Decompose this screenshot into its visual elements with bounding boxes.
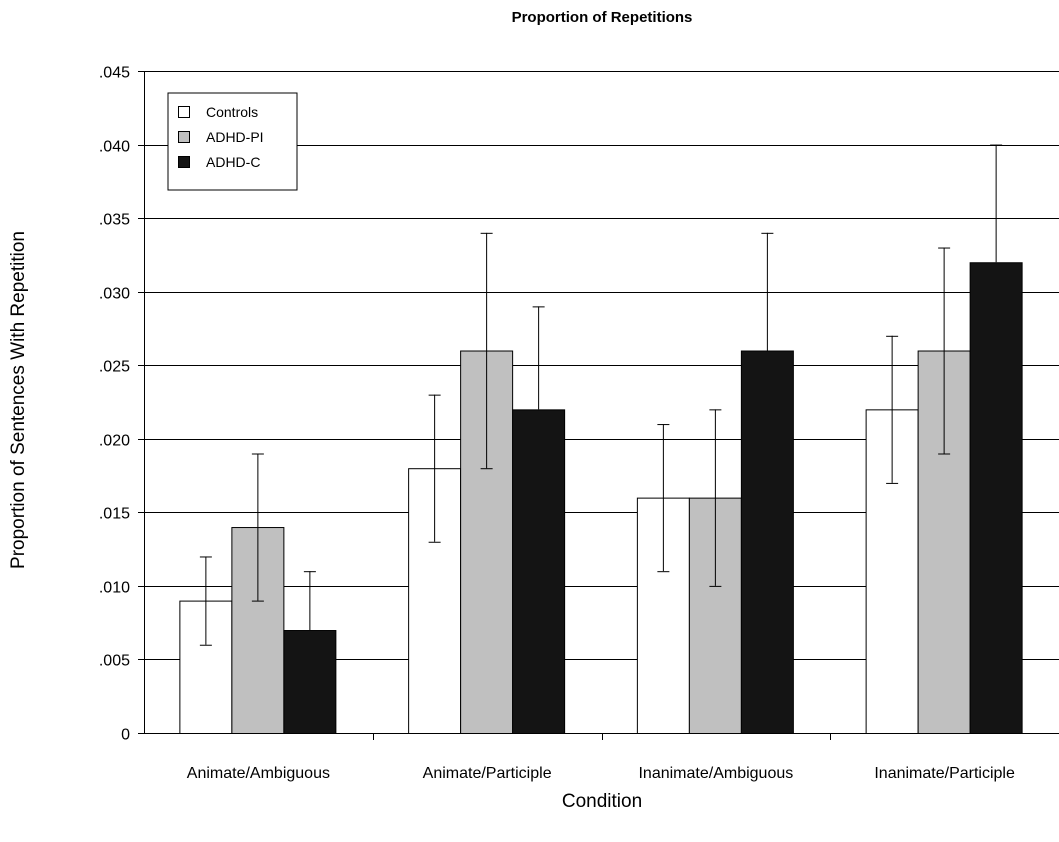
legend-swatch — [178, 106, 190, 118]
legend-swatch — [178, 131, 190, 143]
legend-label: ADHD-PI — [206, 129, 264, 145]
x-axis-title: Condition — [562, 791, 642, 812]
y-tick-label: .045 — [99, 65, 130, 82]
legend-label: ADHD-C — [206, 154, 260, 170]
y-tick-label: .015 — [99, 506, 130, 523]
bars — [179, 262, 1023, 734]
axes — [138, 71, 1059, 740]
bar — [283, 630, 337, 734]
legend-swatch — [178, 156, 190, 168]
y-tick-label: 0 — [121, 727, 130, 744]
chart-title: Proportion of Repetitions — [512, 9, 693, 26]
grid-lines — [144, 71, 1059, 660]
y-tick-label: .035 — [99, 212, 130, 229]
category-label: Animate/Participle — [423, 765, 552, 782]
legend: Controls ADHD-PI ADHD-C — [167, 92, 298, 191]
bar — [740, 350, 794, 734]
y-axis-title: Proportion of Sentences With Repetition — [8, 231, 29, 569]
y-tick-label: .040 — [99, 139, 130, 156]
category-label: Inanimate/Ambiguous — [638, 765, 793, 782]
legend-label: Controls — [206, 104, 258, 120]
y-tick-label: .020 — [99, 433, 130, 450]
y-tick-label: .030 — [99, 286, 130, 303]
bar — [969, 262, 1023, 734]
y-tick-label: .010 — [99, 580, 130, 597]
y-tick-label: .005 — [99, 653, 130, 670]
category-label: Inanimate/Participle — [874, 765, 1015, 782]
bar — [512, 409, 566, 734]
tick-labels: 0 .005 .010 .015 .020 .025 .030 .035 .040 .045 Ani… — [99, 65, 1015, 783]
y-tick-label: .025 — [99, 359, 130, 376]
error-bars — [199, 144, 1003, 646]
category-label: Animate/Ambiguous — [187, 765, 330, 782]
